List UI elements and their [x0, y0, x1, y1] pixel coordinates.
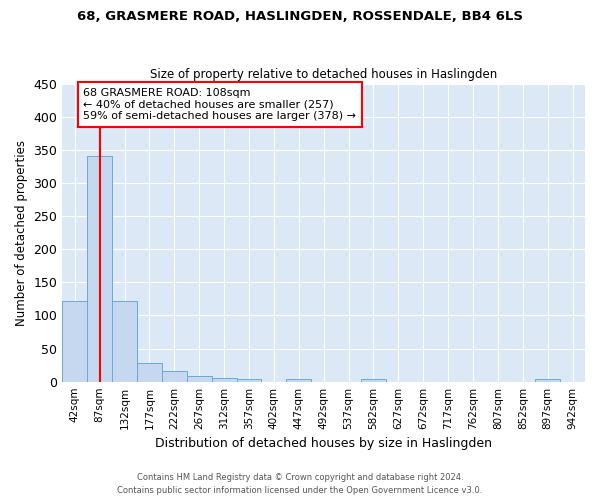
Text: Contains HM Land Registry data © Crown copyright and database right 2024.
Contai: Contains HM Land Registry data © Crown c…	[118, 474, 482, 495]
Bar	[137, 363, 162, 382]
Bar	[361, 379, 386, 382]
Bar	[112, 301, 137, 382]
X-axis label: Distribution of detached houses by size in Haslingden: Distribution of detached houses by size …	[155, 437, 492, 450]
Bar	[236, 379, 262, 382]
Bar	[87, 156, 112, 382]
Bar	[162, 371, 187, 382]
Text: 68, GRASMERE ROAD, HASLINGDEN, ROSSENDALE, BB4 6LS: 68, GRASMERE ROAD, HASLINGDEN, ROSSENDAL…	[77, 10, 523, 23]
Y-axis label: Number of detached properties: Number of detached properties	[15, 140, 28, 326]
Title: Size of property relative to detached houses in Haslingden: Size of property relative to detached ho…	[150, 68, 497, 81]
Bar	[62, 301, 87, 382]
Bar	[212, 378, 236, 382]
Text: 68 GRASMERE ROAD: 108sqm
← 40% of detached houses are smaller (257)
59% of semi-: 68 GRASMERE ROAD: 108sqm ← 40% of detach…	[83, 88, 356, 121]
Bar	[535, 379, 560, 382]
Bar	[286, 379, 311, 382]
Bar	[187, 376, 212, 382]
